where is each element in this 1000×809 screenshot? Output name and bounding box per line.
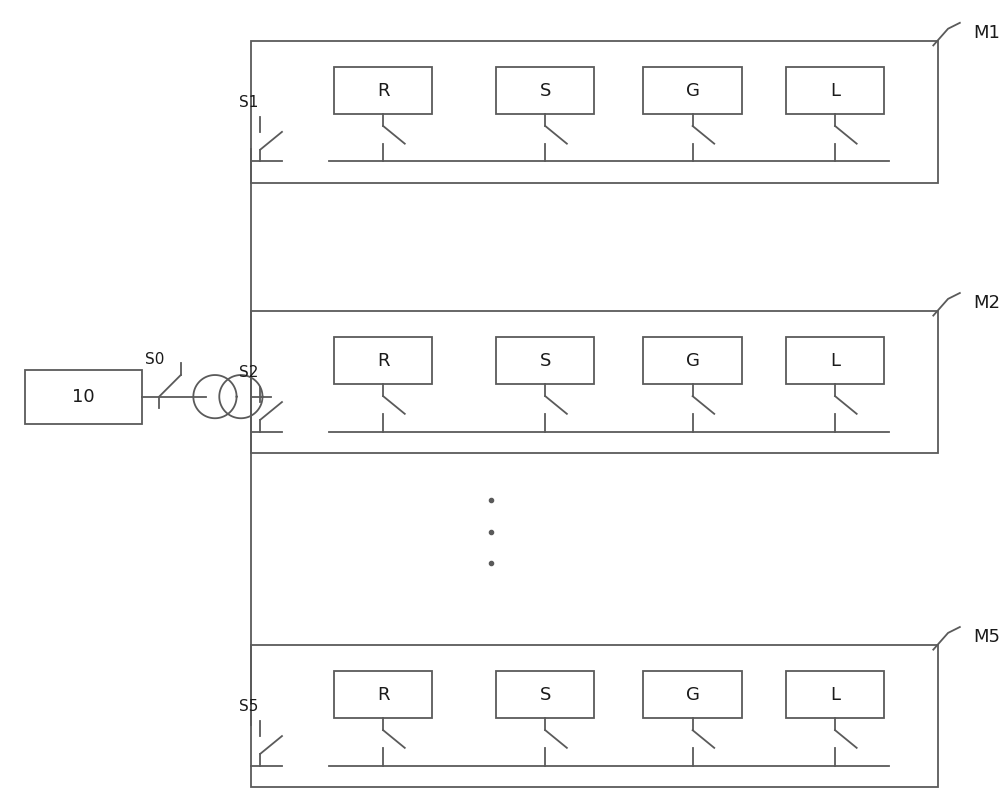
Bar [251, 645, 938, 787]
Text: S: S [540, 352, 551, 370]
Bar [334, 67, 432, 114]
Text: L: L [830, 686, 840, 704]
Text: S2: S2 [239, 366, 258, 380]
Text: G: G [686, 82, 700, 100]
Text: M5: M5 [974, 628, 1000, 646]
Bar [786, 337, 884, 384]
Text: L: L [830, 82, 840, 100]
Text: G: G [686, 686, 700, 704]
Text: G: G [686, 352, 700, 370]
Bar [496, 671, 594, 718]
Text: S5: S5 [239, 700, 258, 714]
Bar [643, 671, 742, 718]
Bar [643, 67, 742, 114]
Bar [496, 67, 594, 114]
Text: R: R [377, 82, 389, 100]
Bar [25, 370, 142, 424]
Text: M2: M2 [974, 294, 1000, 311]
Text: 10: 10 [72, 388, 95, 405]
Bar [786, 67, 884, 114]
Text: M1: M1 [974, 23, 1000, 41]
Text: S: S [540, 686, 551, 704]
Bar [334, 671, 432, 718]
Bar [496, 337, 594, 384]
Text: S: S [540, 82, 551, 100]
Text: S0: S0 [145, 352, 164, 367]
Text: R: R [377, 352, 389, 370]
Text: L: L [830, 352, 840, 370]
Bar [334, 337, 432, 384]
Bar [251, 311, 938, 453]
Bar [643, 337, 742, 384]
Text: S1: S1 [239, 95, 258, 110]
Bar [251, 40, 938, 183]
Bar [786, 671, 884, 718]
Text: R: R [377, 686, 389, 704]
